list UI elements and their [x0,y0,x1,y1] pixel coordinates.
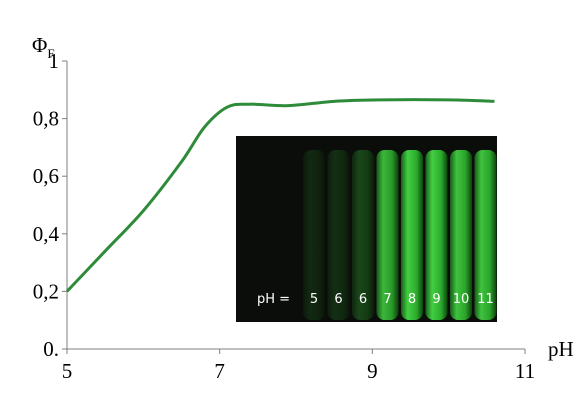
inset-label: pH = [257,292,290,307]
y-label-main: Φ [32,33,47,57]
y-tick-label: 1 [49,49,60,73]
tube-label: 6 [334,292,342,307]
x-axis-label: pH [548,337,574,361]
y-tick-label: 0,8 [33,107,59,131]
data-line [65,98,495,293]
x-tick-label: 5 [62,359,73,383]
y-tick-label: 0,4 [33,222,60,246]
tube-label: 6 [359,292,367,307]
tube [425,150,448,320]
y-tick-label: 0. [43,337,59,361]
inset-photo: 5 6 6 7 8 9 10 11 pH = [236,136,497,322]
y-axis-label: ΦF [32,33,55,61]
tube-label: 5 [310,292,318,307]
tube-label: 10 [453,292,470,307]
x-tick-label: 7 [214,359,225,383]
tube-label: 7 [383,292,391,307]
y-label-sub: F [47,46,54,61]
tube [401,150,423,320]
tube [474,150,497,320]
y-tick-label: 0,2 [33,279,59,303]
tube-label: 11 [477,292,494,307]
tube [352,150,374,320]
tube-label: 9 [432,292,440,307]
tube [450,150,472,320]
tube [376,150,399,320]
y-tick-label: 0,6 [33,164,59,188]
tube [327,150,350,320]
tube-label: 8 [408,292,416,307]
tube [303,150,325,320]
x-tick-label: 11 [515,359,535,383]
x-tick-label: 9 [367,359,378,383]
